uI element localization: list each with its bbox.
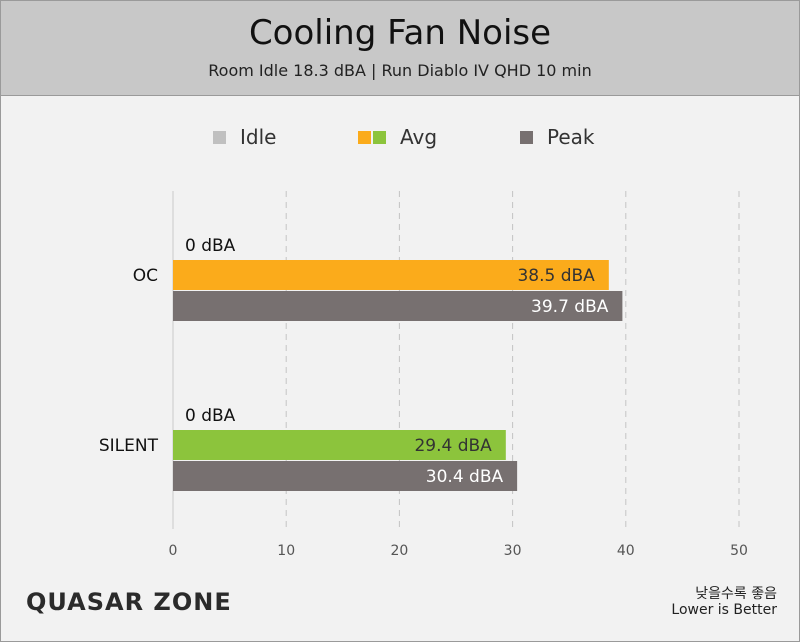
x-tick-label: 40 [617, 543, 635, 559]
legend-swatch-idle [213, 130, 226, 144]
legend-item-idle: Idle [213, 125, 276, 149]
x-tick-label: 50 [730, 543, 748, 559]
legend-label-peak: Peak [547, 125, 595, 149]
chart-header: Cooling Fan Noise Room Idle 18.3 dBA | R… [1, 1, 799, 96]
category-label: SILENT [99, 436, 159, 456]
bar-peak [173, 291, 623, 321]
data-label-idle: 0 dBA [185, 406, 236, 426]
legend-label-avg: Avg [400, 125, 438, 149]
x-tick-label: 20 [390, 543, 408, 559]
legend-item-peak: Peak [520, 125, 595, 149]
bar-avg [173, 430, 506, 460]
legend: Idle Avg Peak [1, 125, 799, 155]
x-tick-label: 0 [169, 543, 178, 559]
legend-swatch-avg-oc [358, 130, 371, 144]
data-label-peak: 30.4 dBA [426, 467, 504, 487]
x-tick-label: 30 [504, 543, 522, 559]
category-label: OC [133, 266, 158, 286]
data-label-idle: 0 dBA [185, 236, 236, 256]
note-korean: 낮을수록 좋음 [695, 586, 777, 602]
chart-title: Cooling Fan Noise [248, 13, 552, 53]
data-label-avg: 38.5 dBA [517, 266, 595, 286]
bar-avg [173, 260, 609, 290]
bar-chart: 0 10 20 30 40 50 OC 0 dBA 38.5 dBA 39.7 dBA SILENT… [99, 191, 748, 559]
data-label-peak: 39.7 dBA [531, 297, 609, 317]
quasarzone-logo: QUASAR ZONE [26, 588, 232, 616]
legend-swatch-peak [520, 130, 533, 144]
legend-item-avg: Avg [358, 125, 437, 149]
x-tick-label: 10 [277, 543, 295, 559]
data-label-avg: 29.4 dBA [414, 436, 492, 456]
legend-label-idle: Idle [240, 125, 277, 149]
legend-swatch-avg-silent [373, 130, 386, 144]
chart-subtitle: Room Idle 18.3 dBA | Run Diablo IV QHD 1… [208, 61, 592, 80]
note-english: Lower is Better [671, 602, 777, 618]
bar-peak [173, 461, 518, 491]
